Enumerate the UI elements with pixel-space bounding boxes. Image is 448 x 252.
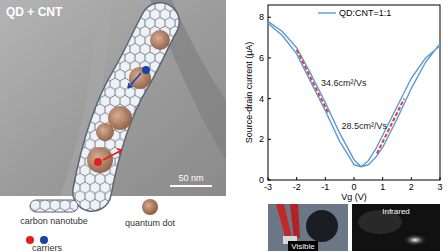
photo-clip	[290, 204, 300, 239]
legend-label: carbon nanotube	[20, 216, 88, 226]
x-tick	[325, 177, 326, 180]
y-tick	[268, 180, 271, 181]
x-tick	[411, 177, 412, 180]
scale-bar	[170, 185, 212, 187]
legend-entry: QD:CNT=1:1	[339, 8, 391, 18]
x-tick-label: 3	[437, 182, 442, 192]
photo-infrared	[352, 204, 440, 251]
carrier-arrow	[103, 149, 122, 160]
y-tick-label: 8	[259, 12, 264, 22]
carrier-hole	[142, 66, 150, 74]
carrier-arrow	[128, 73, 141, 88]
plot-frame	[268, 5, 440, 180]
x-tick	[354, 177, 355, 180]
photo-label: Visible	[291, 242, 315, 251]
panel-title: QD + CNT	[6, 5, 63, 19]
quantum-dot	[150, 30, 170, 50]
quantum-dot	[129, 67, 151, 89]
annotation: 28.5cm²/Vs	[341, 121, 387, 131]
y-tick	[268, 98, 271, 99]
x-tick-label: -2	[293, 182, 301, 192]
photo-visible	[268, 204, 348, 251]
photo-clip	[276, 204, 292, 240]
plot-area	[268, 21, 440, 166]
y-tick	[268, 57, 271, 58]
photo-label-bg	[288, 241, 318, 251]
photo-device	[306, 210, 338, 242]
x-tick	[382, 177, 383, 180]
x-tick-label: 1	[380, 182, 385, 192]
y-tick-label: 2	[259, 134, 264, 144]
photo-label: Infrared	[382, 207, 410, 216]
x-tick-label: 2	[409, 182, 414, 192]
y-tick	[268, 139, 271, 140]
x-tick	[440, 177, 441, 180]
quantum-dot	[96, 123, 114, 141]
x-axis-label: Vg (V)	[341, 192, 367, 202]
legend-swatch	[318, 12, 336, 13]
x-tick-label: -3	[264, 182, 272, 192]
y-axis-label: Source-drain current (μA)	[244, 42, 254, 144]
legend-qd-icon	[142, 199, 158, 215]
annotation: 34.6cm²/Vs	[321, 78, 367, 88]
x-tick	[296, 177, 297, 180]
legend-label: carriers	[32, 243, 63, 252]
x-tick-label: -1	[321, 182, 329, 192]
scale-bar-label: 50 nm	[178, 173, 203, 183]
photo-glow	[403, 234, 427, 246]
y-tick-label: 0	[259, 175, 264, 185]
x-tick-label: 0	[351, 182, 356, 192]
legend-cnt-icon	[30, 200, 78, 212]
series-line	[268, 21, 440, 166]
figure: QD + CNT 50 nm carbon nanotube quantum dot c…	[0, 0, 448, 252]
y-tick	[268, 17, 271, 18]
tem-image	[0, 0, 226, 196]
carrier-electron	[94, 158, 102, 166]
y-tick-label: 4	[259, 94, 264, 104]
legend-label: quantum dot	[125, 218, 176, 228]
quantum-dot	[87, 147, 113, 173]
y-tick-label: 6	[259, 53, 264, 63]
